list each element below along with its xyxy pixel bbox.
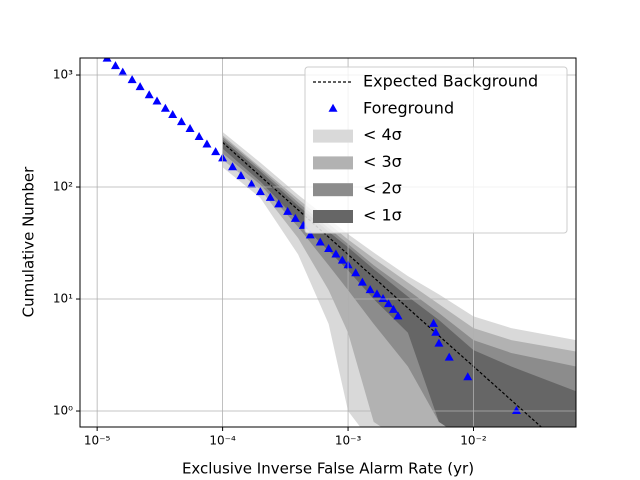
foreground-point	[118, 67, 128, 76]
y-tick-label: 10⁰	[53, 404, 73, 418]
foreground-point	[511, 406, 521, 415]
foreground-point	[463, 372, 473, 381]
foreground-point	[331, 249, 341, 258]
foreground-point	[305, 230, 315, 239]
x-axis-label: Exclusive Inverse False Alarm Rate (yr)	[182, 460, 474, 478]
foreground-point	[102, 58, 112, 62]
foreground-point	[315, 237, 325, 246]
legend-label: < 1σ	[363, 206, 402, 225]
background-line	[222, 142, 543, 427]
foreground-point	[176, 117, 186, 126]
foreground-point	[144, 90, 154, 99]
foreground-point	[372, 289, 382, 298]
foreground-point	[135, 82, 145, 91]
y-axis-label: Cumulative Number	[20, 166, 38, 317]
x-tick-label: 10⁻⁵	[84, 434, 111, 448]
legend-label: < 3σ	[363, 152, 402, 171]
foreground-point	[247, 179, 257, 188]
foreground-point	[265, 192, 275, 201]
foreground-point	[290, 213, 300, 222]
foreground-point	[202, 139, 212, 148]
foreground-point	[152, 96, 162, 105]
foreground-point	[211, 147, 221, 156]
legend-box	[304, 66, 568, 234]
y-tick-label: 10³	[53, 68, 73, 82]
foreground-point	[127, 75, 137, 84]
foreground-point	[393, 311, 403, 320]
confidence-band	[222, 136, 576, 427]
legend-label: Expected Background	[363, 72, 538, 91]
legend-label: < 2σ	[363, 179, 402, 198]
foreground-point	[365, 285, 375, 294]
foreground-point	[185, 123, 195, 132]
foreground-point	[228, 162, 238, 171]
foreground-point	[274, 199, 284, 208]
axes-frame	[79, 57, 577, 428]
confidence-band	[222, 139, 576, 427]
foreground-point	[168, 109, 178, 118]
x-tick-label: 10⁻⁴	[209, 434, 236, 448]
legend-label: Foreground	[363, 98, 454, 117]
foreground-point	[431, 327, 441, 336]
x-tick-label: 10⁻²	[460, 434, 487, 448]
x-tick-label: 10⁻³	[335, 434, 362, 448]
foreground-point	[388, 304, 398, 313]
foreground-point	[283, 206, 293, 215]
legend-label: < 4σ	[363, 125, 402, 144]
foreground-point	[194, 131, 204, 140]
legend-patch	[313, 156, 353, 170]
legend-marker	[328, 103, 338, 112]
foreground-point	[255, 187, 265, 196]
foreground-point	[351, 268, 361, 277]
legend-patch	[313, 210, 353, 223]
foreground-point	[378, 294, 388, 303]
foreground-point	[337, 255, 347, 264]
foreground-point	[383, 299, 393, 308]
foreground-point	[110, 61, 120, 70]
legend-patch	[313, 129, 353, 143]
foreground-point	[357, 277, 367, 286]
y-tick-label: 10¹	[53, 292, 73, 306]
foreground-point	[160, 103, 170, 112]
legend-patch	[313, 183, 353, 197]
y-tick-label: 10²	[53, 180, 73, 194]
foreground-point	[444, 352, 454, 361]
foreground-point	[429, 318, 439, 327]
foreground-point	[324, 243, 334, 252]
foreground-point	[236, 171, 246, 180]
foreground-point	[434, 338, 444, 347]
